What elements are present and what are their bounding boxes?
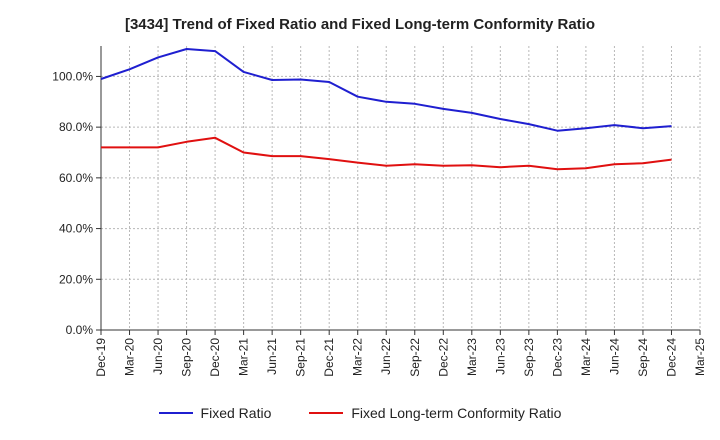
y-tick-label: 0.0% [66, 323, 94, 337]
x-tick-label: Mar-21 [237, 338, 251, 376]
x-tick-label: Dec-24 [664, 338, 678, 377]
legend-item-fixed-ratio: Fixed Ratio [158, 405, 272, 421]
x-tick-label: Sep-20 [180, 338, 194, 377]
x-tick-label: Mar-23 [465, 338, 479, 376]
legend-label-fixed-ratio: Fixed Ratio [200, 405, 272, 421]
chart-title: [3434] Trend of Fixed Ratio and Fixed Lo… [124, 16, 596, 33]
x-tick-label: Jun-21 [265, 338, 279, 375]
x-tick-label: Mar-20 [123, 338, 137, 376]
chart-legend: Fixed Ratio Fixed Long-term Conformity R… [0, 405, 720, 421]
y-tick-label: 20.0% [59, 272, 93, 286]
x-tick-label: Sep-21 [294, 338, 308, 377]
legend-item-fixed-long-term-conformity-ratio: Fixed Long-term Conformity Ratio [309, 405, 561, 421]
x-tick-label: Jun-23 [493, 338, 507, 375]
y-tick-label: 40.0% [59, 222, 93, 236]
legend-swatch-fixed-long-term-conformity-ratio [309, 412, 344, 414]
x-tick-label: Dec-20 [208, 338, 222, 377]
series-line-0 [100, 48, 672, 132]
x-tick-label: Mar-24 [579, 338, 593, 376]
y-tick-label: 60.0% [59, 171, 93, 185]
x-tick-label: Sep-23 [522, 338, 536, 377]
x-tick-label: Mar-22 [351, 338, 365, 376]
x-tick-label: Sep-24 [636, 338, 650, 377]
x-tick-label: Dec-23 [550, 338, 564, 377]
y-tick-label: 100.0% [52, 69, 93, 83]
x-tick-label: Jun-20 [151, 338, 165, 375]
legend-swatch-fixed-ratio [158, 412, 193, 414]
x-tick-label: Dec-19 [94, 338, 108, 377]
x-tick-label: Jun-24 [607, 338, 621, 375]
x-tick-label: Dec-21 [322, 338, 336, 377]
x-tick-label: Jun-22 [379, 338, 393, 375]
x-tick-label: Dec-22 [436, 338, 450, 377]
series-line-1 [101, 136, 672, 171]
y-tick-label: 80.0% [59, 120, 93, 134]
legend-label-fixed-long-term-conformity-ratio: Fixed Long-term Conformity Ratio [351, 405, 562, 421]
x-tick-label: Mar-25 [693, 338, 707, 376]
x-tick-label: Sep-22 [408, 338, 422, 377]
